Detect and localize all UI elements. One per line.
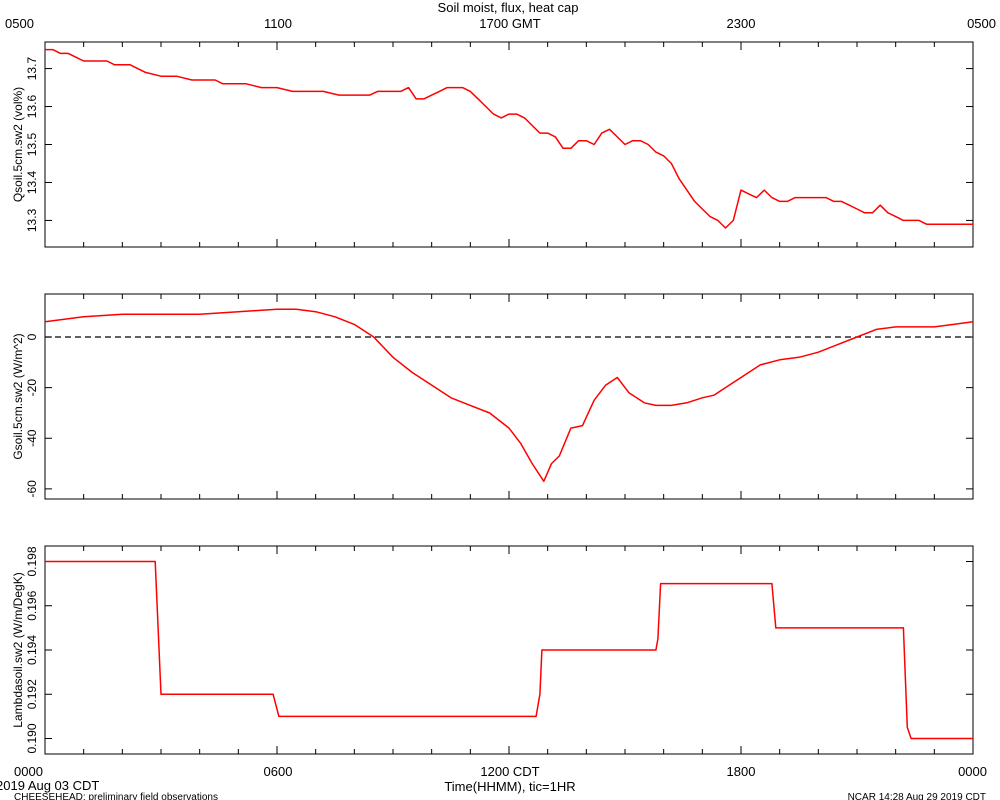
bottom-tick-label-1: 0600 xyxy=(264,764,293,779)
bottom-time-axis-labels: 0000 0600 1200 CDT 1800 0000 xyxy=(14,764,987,779)
plot-frame xyxy=(44,293,974,500)
y-tick-label: 0.192 xyxy=(25,679,39,709)
bottom-tick-label-0: 0000 xyxy=(14,764,43,779)
footer-right: NCAR 14:28 Aug 29 2019 CDT xyxy=(848,792,986,800)
bottom-tick-label-4: 0000 xyxy=(958,764,987,779)
y-tick-label: 0.190 xyxy=(25,723,39,753)
y-tick-label: -20 xyxy=(25,379,39,397)
top-time-axis-labels: 0500 1100 1700 GMT 2300 0500 xyxy=(5,16,996,31)
y-tick-label: 13.5 xyxy=(25,132,39,156)
series-line-1 xyxy=(45,560,973,740)
top-tick-label-3: 2300 xyxy=(727,16,756,31)
y-tick-label: -60 xyxy=(25,480,39,498)
y-axis-label: Gsoil.5cm.sw2 (W/m^2) xyxy=(11,333,25,459)
y-tick-label: 0.198 xyxy=(25,546,39,576)
y-axis-label: Qsoil.5cm.sw2 (vol%) xyxy=(11,87,25,202)
y-tick-label: -40 xyxy=(25,429,39,447)
top-tick-label-2: 1700 GMT xyxy=(479,16,540,31)
plot-frame xyxy=(44,41,974,248)
bottom-tick-label-2: 1200 CDT xyxy=(480,764,539,779)
y-tick-label: 0.196 xyxy=(25,590,39,620)
top-tick-label-0: 0500 xyxy=(5,16,34,31)
y-tick-label: 13.4 xyxy=(25,170,39,194)
y-tick-label: 0 xyxy=(25,333,39,340)
y-tick-label: 13.6 xyxy=(25,95,39,119)
plot-frame xyxy=(44,545,974,755)
footer-left: CHEESEHEAD: preliminary field observatio… xyxy=(14,792,218,800)
x-axis-label: Time(HHMM), tic=1HR xyxy=(444,779,575,794)
chart-title: Soil moist, flux, heat cap xyxy=(438,0,579,15)
bottom-tick-label-3: 1800 xyxy=(727,764,756,779)
top-tick-label-1: 1100 xyxy=(264,16,292,31)
chart-panel-3: 0.190 0.192 0.194 0.196 0.198Lambdasoil.sw2 … xyxy=(11,545,974,755)
y-axis-label: Lambdasoil.sw2 (W/m/DegK) xyxy=(11,572,25,727)
top-tick-label-4: 0500 xyxy=(967,16,996,31)
series-line-1 xyxy=(44,308,974,483)
y-tick-label: 13.3 xyxy=(25,208,39,232)
chart-panel-2: 0 -20 -40 -60 Gsoil.5cm.sw2 (W/m^2) xyxy=(11,293,974,500)
series-line-1 xyxy=(45,48,973,229)
y-tick-label: 0.194 xyxy=(25,635,39,665)
y-tick-label: 13.7 xyxy=(25,57,39,81)
date-label: 2019 Aug 03 CDT xyxy=(0,778,99,793)
